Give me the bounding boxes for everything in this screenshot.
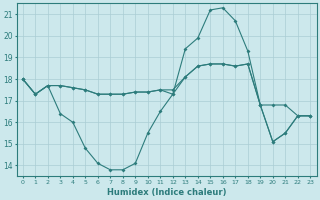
X-axis label: Humidex (Indice chaleur): Humidex (Indice chaleur) — [107, 188, 226, 197]
